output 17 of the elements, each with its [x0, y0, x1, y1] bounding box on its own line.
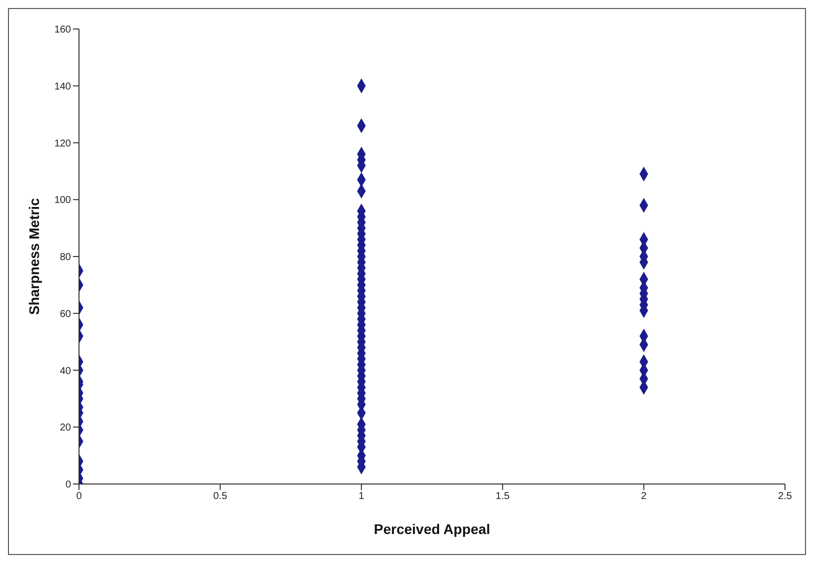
x-tick-label: 0.5 — [213, 491, 228, 502]
y-tick-label: 20 — [60, 422, 72, 434]
y-tick-label: 80 — [60, 252, 72, 264]
x-tick-label: 2 — [641, 491, 648, 502]
y-tick-label: 0 — [65, 480, 72, 491]
x-tick-label: 1 — [358, 491, 365, 502]
x-tick-label: 2.5 — [778, 491, 792, 502]
y-tick-label: 60 — [60, 308, 72, 320]
y-axis-title: Sharpness Metric — [26, 198, 42, 315]
y-tick-label: 140 — [54, 81, 72, 92]
x-axis-title: Perceived Appeal — [374, 521, 490, 537]
x-tick-label: 0 — [76, 491, 82, 502]
y-tick-label: 120 — [54, 138, 72, 150]
y-tick-label: 160 — [54, 24, 72, 36]
x-tick-label: 1.5 — [496, 491, 510, 502]
y-tick-label: 40 — [60, 366, 72, 377]
y-tick-label: 100 — [54, 195, 72, 206]
